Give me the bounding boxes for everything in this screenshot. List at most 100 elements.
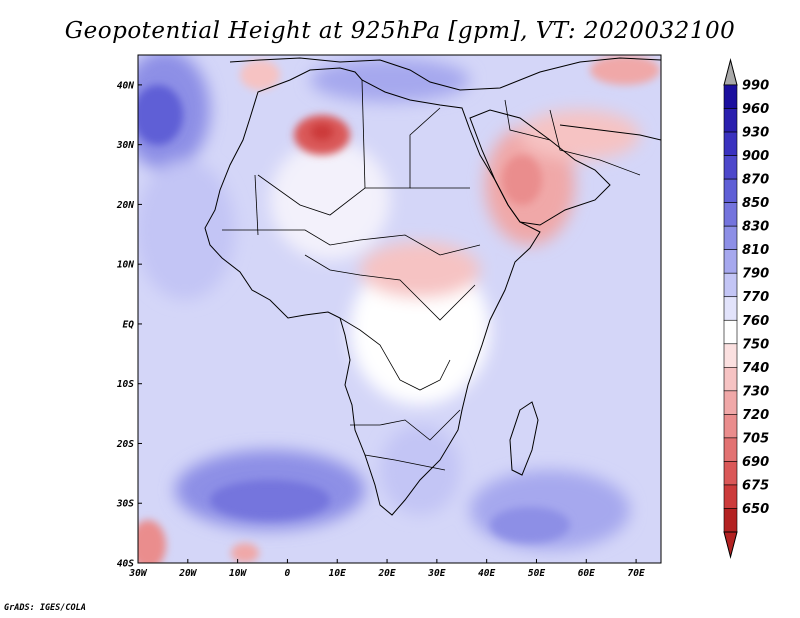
colorbar-label: 870 — [742, 173, 769, 188]
border-central — [304, 254, 476, 321]
colorbar-swatch — [723, 108, 738, 133]
colorbar-label: 960 — [742, 102, 769, 117]
shade-sw-corner-low — [138, 520, 166, 563]
y-tick-label: 10N — [117, 260, 134, 271]
height-field-shading — [138, 55, 661, 563]
border-libya-egypt — [361, 79, 366, 189]
y-axis: 40N 30N 20N 10N EQ 10S 20S 30S 40S — [116, 80, 142, 570]
arabia-coastline — [469, 109, 611, 226]
colorbar-swatch — [723, 225, 738, 250]
shade-atlantic-core — [138, 85, 183, 145]
y-tick-label: 20S — [116, 439, 134, 450]
map-area: 30W 20W 10W 0 10E 20E 30E 40E 50E 60E 70E 40N 30N 20… — [116, 54, 662, 579]
colorbar-top-arrow — [723, 58, 738, 86]
x-tick-label: 70E — [628, 568, 645, 579]
x-tick-label: 30W — [128, 568, 147, 579]
colorbar-swatch — [723, 319, 738, 345]
colorbar-label: 810 — [742, 243, 769, 258]
colorbar-label: 760 — [742, 314, 769, 329]
x-tick-label: 10E — [329, 568, 346, 579]
shade-sahel — [360, 242, 480, 298]
colorbar-label: 650 — [742, 502, 769, 517]
africa-coastline — [204, 67, 541, 516]
colorbar-label: 690 — [742, 455, 769, 470]
credit-text: GrADS: IGES/COLA — [4, 603, 86, 613]
x-tick-label: 40E — [478, 568, 495, 579]
shade-mediterranean — [310, 58, 470, 102]
shade-north-africa-low — [240, 60, 280, 90]
x-axis: 30W 20W 10W 0 10E 20E 30E 40E 50E 60E 70E — [128, 559, 645, 579]
colorbar-swatch — [723, 272, 738, 298]
colorbar-swatch — [723, 390, 738, 415]
shade-small-low — [231, 543, 259, 563]
map-frame — [137, 54, 662, 564]
colorbar-label: 830 — [742, 220, 769, 235]
border-southern — [350, 409, 461, 441]
y-tick-label: 30S — [116, 499, 134, 510]
border-iran — [549, 109, 641, 176]
colorbar-label: 790 — [742, 267, 769, 282]
colorbar-swatch — [723, 155, 738, 180]
colorbar-swatch — [723, 484, 738, 509]
x-tick-label: 60E — [578, 568, 595, 579]
colorbar-label: 705 — [742, 431, 769, 446]
colorbar: 990 960 930 900 870 850 830 810 790 770 760 750 740 7… — [723, 58, 769, 559]
colorbar-label: 990 — [742, 79, 769, 94]
colorbar-label: 730 — [742, 384, 769, 399]
colorbar-label: 720 — [742, 408, 769, 423]
colorbar-swatch — [723, 343, 738, 368]
y-tick-label: EQ — [123, 319, 135, 330]
colorbar-label: 930 — [742, 126, 769, 141]
colorbar-label: 675 — [742, 478, 769, 493]
colorbar-swatch — [723, 84, 738, 109]
border-iraq — [504, 99, 551, 141]
x-tick-label: 20E — [377, 568, 395, 579]
border-sahel — [222, 229, 481, 256]
colorbar-swatch — [723, 461, 738, 486]
border-south-africa — [364, 454, 446, 471]
y-tick-label: 10S — [117, 379, 134, 390]
colorbar-label: 850 — [742, 196, 769, 211]
country-borders — [222, 79, 641, 471]
shade-sahara-white — [270, 140, 390, 260]
y-tick-label: 40S — [117, 559, 134, 570]
x-tick-label: 30E — [427, 568, 445, 579]
x-tick-label: 0 — [285, 568, 291, 579]
europe-coastline — [229, 57, 661, 91]
shade-algeria-core — [310, 123, 334, 141]
colorbar-swatch — [723, 131, 738, 156]
map-title: Geopotential Height at 925hPa [gpm], VT:… — [64, 18, 736, 44]
shade-south-indian-core — [490, 507, 570, 543]
y-tick-label: 40N — [117, 80, 134, 91]
colorbar-swatch — [723, 508, 738, 533]
colorbar-swatch — [723, 249, 738, 274]
x-tick-label: 10W — [229, 568, 247, 579]
colorbar-bottom-arrow — [723, 531, 738, 559]
shade-middle-east — [520, 110, 640, 160]
x-tick-label: 50E — [528, 568, 545, 579]
colorbar-label: 750 — [742, 337, 769, 352]
madagascar-coastline — [509, 401, 539, 476]
colorbar-swatch — [723, 296, 738, 321]
persia-coastline — [559, 124, 661, 141]
border-mali — [254, 174, 259, 236]
colorbar-swatch — [723, 178, 738, 203]
colorbar-label: 770 — [742, 290, 769, 305]
shade-arabia-core — [502, 155, 542, 205]
border-congo — [339, 317, 451, 391]
x-tick-label: 20W — [178, 568, 197, 579]
colorbar-label: 900 — [742, 149, 769, 164]
shade-ne-corner — [590, 55, 660, 85]
shade-southern-africa — [380, 425, 460, 515]
colorbar-label: 740 — [742, 361, 769, 376]
colorbar-swatch — [723, 367, 738, 392]
y-tick-label: 30N — [116, 140, 134, 151]
colorbar-swatch — [723, 202, 738, 227]
coastlines — [204, 57, 661, 516]
shade-mid-atlantic — [138, 160, 235, 300]
colorbar-swatch — [723, 437, 738, 462]
colorbar-swatch — [723, 414, 738, 439]
y-tick-label: 20N — [116, 200, 134, 211]
shade-south-atlantic-core — [210, 480, 330, 520]
